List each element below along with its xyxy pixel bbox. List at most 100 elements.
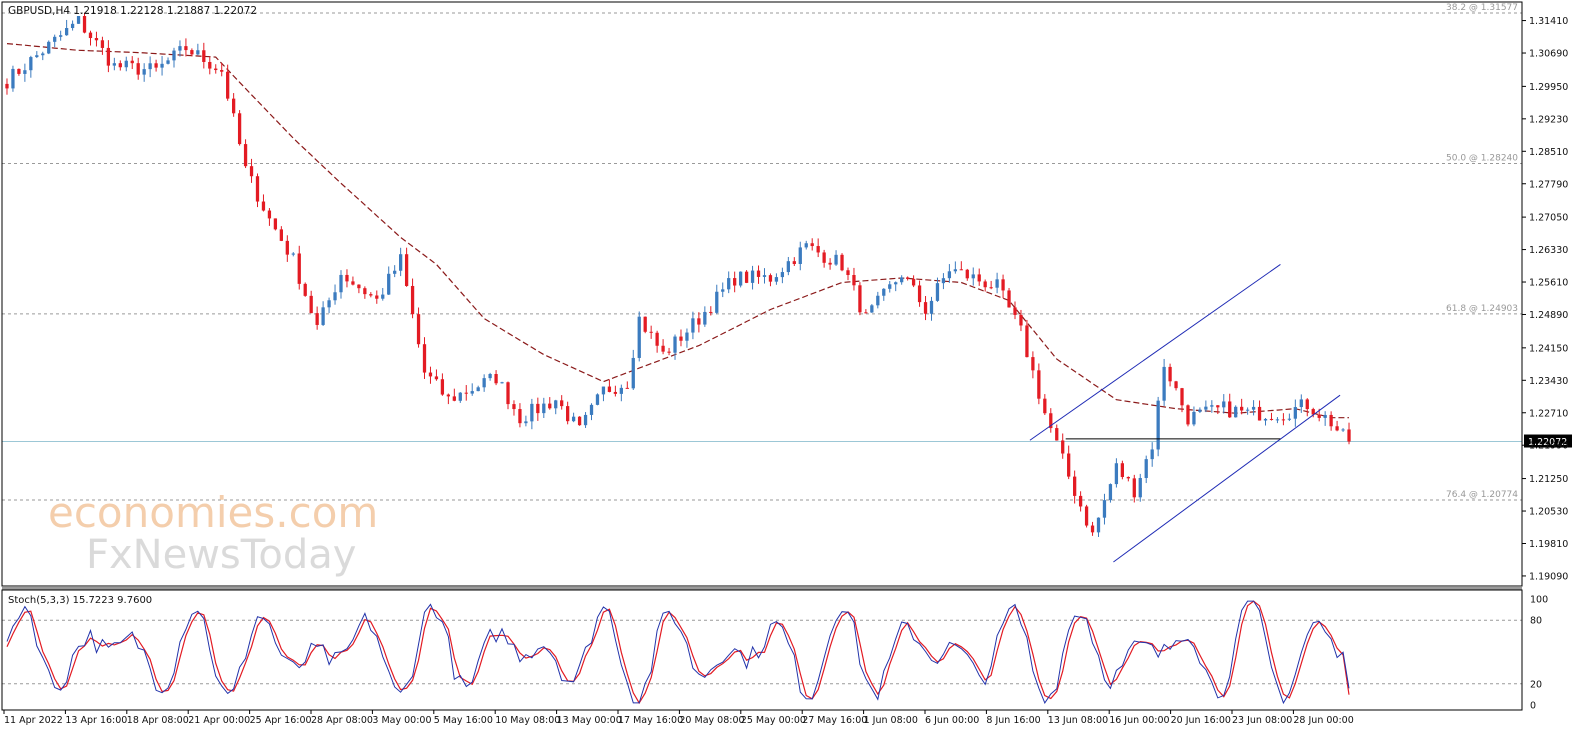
axes-group: 1.31410 1.30690 1.29950 1.29230 1.28510 1.277… xyxy=(1,1,1568,726)
price-tick-label: 1.30690 xyxy=(1529,49,1568,60)
candle-body xyxy=(1204,406,1208,410)
candle-body xyxy=(315,313,319,325)
candle-body xyxy=(410,285,415,315)
candle-body xyxy=(303,283,307,296)
candle-body xyxy=(1102,500,1107,518)
candle-body xyxy=(482,378,486,388)
candle-body xyxy=(583,414,588,426)
stoch-tick-label: 80 xyxy=(1530,616,1542,627)
candle-body xyxy=(399,254,403,271)
candle-body xyxy=(637,316,641,358)
candle-body xyxy=(1305,399,1309,410)
candle-body xyxy=(1228,401,1232,418)
candle-body xyxy=(858,285,862,313)
time-tick-label: 27 May 16:00 xyxy=(802,715,867,726)
candle-body xyxy=(1234,406,1238,418)
candle-body xyxy=(1341,429,1345,431)
candle-body xyxy=(106,47,111,66)
candle-body xyxy=(571,416,576,422)
candle-body xyxy=(369,294,373,296)
candle-body xyxy=(363,288,367,295)
candle-body xyxy=(1275,419,1280,421)
candle-body xyxy=(94,38,99,41)
candle-body xyxy=(727,278,731,290)
candle-body xyxy=(1144,459,1148,478)
candle-body xyxy=(416,314,421,345)
stoch-label: Stoch(5,3,3) 15.7223 9.7600 xyxy=(8,595,152,606)
candle-body xyxy=(291,253,295,255)
candle-body xyxy=(1245,409,1250,411)
candle-body xyxy=(1055,428,1059,441)
candle-body xyxy=(1096,517,1101,533)
candle-body xyxy=(1025,325,1029,358)
candle-body xyxy=(226,71,230,99)
candle-body xyxy=(1126,476,1130,479)
time-tick-label: 25 May 00:00 xyxy=(741,715,806,726)
candle-body xyxy=(995,279,999,288)
candle-body xyxy=(959,269,963,271)
candle-body xyxy=(589,404,594,415)
candle-body xyxy=(989,287,993,289)
candle-body xyxy=(5,83,9,89)
candle-body xyxy=(643,316,647,332)
candle-body xyxy=(882,288,886,296)
candle-body xyxy=(327,300,331,308)
candle-body xyxy=(750,270,755,283)
candle-body xyxy=(70,23,75,29)
candle-body xyxy=(655,332,659,346)
candle-body xyxy=(279,229,283,241)
candle-body xyxy=(613,391,618,394)
candle-body xyxy=(1335,426,1339,431)
time-tick-label: 16 Jun 00:00 xyxy=(1109,715,1169,726)
moving-average-line xyxy=(6,43,1349,419)
candle-body xyxy=(1251,406,1256,410)
candle-body xyxy=(661,345,665,352)
candle-body xyxy=(297,253,301,284)
candle-body xyxy=(172,50,176,61)
candle-body xyxy=(828,262,832,265)
candle-body xyxy=(154,63,158,68)
candle-body xyxy=(190,50,194,55)
stoch-tick-label: 0 xyxy=(1530,701,1536,712)
candle-body xyxy=(733,278,737,286)
candle-body xyxy=(911,278,916,286)
candle-body xyxy=(184,46,188,51)
candle-body xyxy=(625,387,629,389)
candle-body xyxy=(112,63,116,66)
candle-body xyxy=(631,357,635,389)
candle-body xyxy=(709,311,713,313)
candle-body xyxy=(1287,418,1292,420)
price-tick-label: 1.26330 xyxy=(1529,245,1568,256)
candle-body xyxy=(953,269,957,272)
candle-body xyxy=(965,269,969,279)
candle-body xyxy=(1192,411,1196,425)
candle-body xyxy=(721,289,725,292)
candle-body xyxy=(1037,370,1041,399)
candle-body xyxy=(554,400,558,409)
candle-body xyxy=(440,379,445,395)
candle-body xyxy=(846,270,850,276)
candle-body xyxy=(977,274,981,282)
candle-body xyxy=(23,70,27,74)
time-tick-label: 13 Apr 16:00 xyxy=(65,715,127,726)
time-tick-label: 28 Jun 00:00 xyxy=(1293,715,1353,726)
price-tick-label: 1.19090 xyxy=(1529,571,1568,582)
stoch-tick-label: 100 xyxy=(1530,595,1548,606)
candle-body xyxy=(1031,357,1035,371)
candle-body xyxy=(196,50,200,55)
channel-lower-line xyxy=(1113,394,1341,563)
candle-body xyxy=(47,41,51,54)
candle-body xyxy=(375,295,379,299)
candle-body xyxy=(261,201,266,211)
candle-body xyxy=(947,271,952,279)
candle-body xyxy=(231,98,236,114)
watermark-group: economies.com FxNewsToday xyxy=(48,488,378,578)
candle-body xyxy=(333,292,337,301)
candle-body xyxy=(500,382,504,384)
stoch-tick-label: 20 xyxy=(1530,679,1542,690)
price-tick-label: 1.27790 xyxy=(1529,179,1568,190)
candle-body xyxy=(243,144,248,167)
candle-body xyxy=(506,382,510,405)
candle-body xyxy=(983,281,987,288)
time-tick-label: 3 May 00:00 xyxy=(372,715,431,726)
